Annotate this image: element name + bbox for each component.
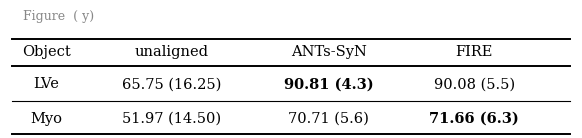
Text: 51.97 (14.50): 51.97 (14.50) [122, 112, 221, 126]
Text: ANTs-SyN: ANTs-SyN [291, 45, 367, 59]
Text: Figure  ( y): Figure ( y) [23, 10, 94, 23]
Text: 90.08 (5.5): 90.08 (5.5) [434, 77, 515, 91]
Text: LVe: LVe [34, 77, 59, 91]
Text: FIRE: FIRE [456, 45, 493, 59]
Text: 65.75 (16.25): 65.75 (16.25) [122, 77, 221, 91]
Text: Myo: Myo [31, 112, 62, 126]
Text: unaligned: unaligned [134, 45, 209, 59]
Text: Object: Object [22, 45, 71, 59]
Text: 71.66 (6.3): 71.66 (6.3) [430, 112, 519, 126]
Text: 90.81 (4.3): 90.81 (4.3) [284, 77, 374, 91]
Text: 70.71 (5.6): 70.71 (5.6) [289, 112, 369, 126]
